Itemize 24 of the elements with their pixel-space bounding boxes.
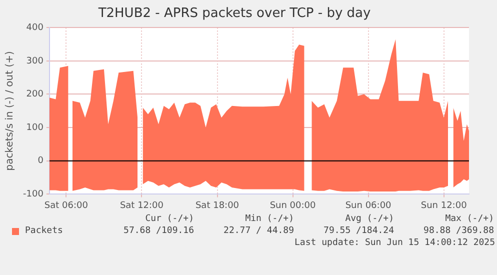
- text: 79.55 /184.24: [322, 226, 394, 236]
- x-tick-label: Sat 06:00: [44, 200, 88, 211]
- x-tick-label: Sun 12:00: [420, 200, 468, 211]
- legend-label: Packets: [25, 226, 64, 236]
- text: Avg (-/+): [344, 214, 394, 224]
- y-tick-label: -100: [22, 190, 44, 200]
- text: Max (-/+): [444, 214, 494, 224]
- text: 22.77 / 44.89: [222, 226, 294, 236]
- text: 98.88 /369.88: [422, 226, 494, 236]
- y-axis-title: packets/s in (-) / out (+): [4, 50, 16, 171]
- text: Last update: Sun Jun 15 14:00:12 2025: [294, 238, 495, 248]
- chart-title: T2HUB2 - APRS packets over TCP - by day: [97, 6, 371, 22]
- text: Cur (-/+): [144, 214, 194, 224]
- y-tick-label: 100: [26, 122, 44, 133]
- x-tick-label: Sat 12:00: [120, 200, 164, 211]
- x-tick-label: Sun 06:00: [345, 200, 392, 211]
- text: 57.68 /109.16: [122, 226, 194, 236]
- text: Min (-/+): [244, 214, 294, 224]
- x-tick-label: Sat 18:00: [195, 200, 240, 211]
- y-tick-label: 300: [26, 56, 44, 66]
- y-tick-label: 400: [26, 22, 44, 33]
- y-tick-label: 200: [26, 90, 44, 100]
- y-tick-label: 0: [38, 156, 44, 166]
- x-tick-label: Sun 00:00: [270, 200, 316, 211]
